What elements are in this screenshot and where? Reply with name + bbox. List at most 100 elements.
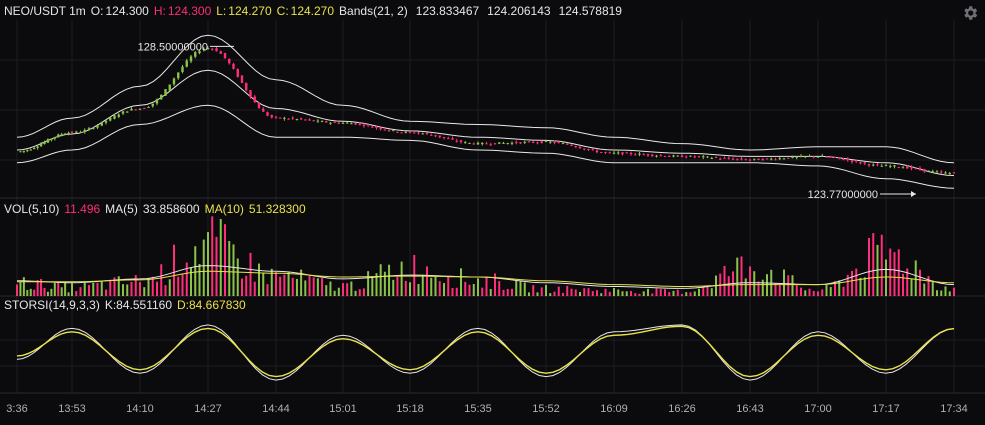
volume-bar (96, 282, 99, 296)
candle-body (455, 140, 458, 142)
volume-bar (451, 287, 454, 296)
candle-body (151, 103, 154, 107)
settings-button[interactable] (961, 4, 979, 22)
volume-bar (868, 237, 870, 296)
candle-body (757, 158, 760, 161)
volume-bar (468, 284, 471, 296)
candle-body (181, 66, 184, 73)
volume-bar (744, 278, 747, 296)
volume-bar (409, 282, 411, 296)
volume-bar (29, 288, 32, 296)
volume-bar (283, 274, 286, 296)
volume-bar (944, 286, 947, 296)
volume-bar (434, 276, 437, 296)
candle-body (43, 141, 46, 145)
candle-body (430, 134, 433, 136)
candle-body (612, 152, 616, 154)
candle-body (295, 119, 299, 121)
volume-bar (215, 236, 218, 296)
candle-body (189, 56, 193, 62)
volume-bar (821, 289, 824, 296)
volume-bar (953, 287, 955, 296)
candle-body (668, 156, 671, 158)
candle-body (413, 132, 416, 134)
candle-body (948, 173, 951, 175)
candle-body (198, 51, 201, 54)
stochrsi-label: STORSI(14,9,3,3) (4, 298, 100, 312)
volume-bar (906, 268, 909, 296)
volume-legend: VOL(5,10) 11.496 MA(5) 33.858600 MA(10) … (4, 201, 306, 217)
volume-bar (910, 278, 913, 296)
volume-bar (914, 260, 917, 296)
candle-body (489, 144, 492, 146)
candle-body (842, 159, 845, 161)
volume-bar (75, 291, 78, 296)
volume-bar (426, 266, 428, 296)
candle-body (67, 132, 70, 135)
volume-bar (919, 269, 921, 296)
volume-bar (404, 280, 407, 296)
bands-label: Bands(21, 2) (339, 4, 408, 18)
volume-bar (396, 276, 399, 296)
candle-body (731, 158, 735, 160)
candle-body (748, 159, 752, 161)
bands-middle-value: 124.206143 (487, 4, 551, 18)
candle-body (833, 156, 837, 158)
candle-body (29, 149, 32, 151)
volume-bar (22, 277, 25, 296)
candle-body (680, 155, 684, 158)
volume-bar (270, 268, 273, 296)
candle-body (651, 154, 654, 157)
volume-bar (362, 288, 365, 296)
ma5-value: 33.858600 (142, 202, 200, 216)
volume-bar (519, 280, 522, 296)
volume-bar (676, 289, 679, 296)
time-axis-label: 15:18 (396, 403, 424, 415)
volume-bar (342, 283, 344, 296)
volume-bar (897, 249, 900, 296)
volume-bar (245, 275, 248, 296)
candle-body (434, 135, 437, 137)
candle-body (923, 168, 926, 172)
volume-bar (902, 273, 904, 296)
candle-body (46, 139, 50, 143)
volume-bar (262, 273, 265, 296)
candle-body (578, 146, 582, 149)
volume-bar (757, 281, 760, 296)
candle-body (39, 143, 43, 147)
candle-body (685, 156, 688, 158)
candle-body (329, 122, 332, 124)
volume-bar (931, 280, 934, 296)
candle-body (155, 99, 159, 104)
candle-body (26, 150, 29, 152)
volume-bar (655, 288, 658, 296)
candle-body (249, 90, 252, 98)
low-marker-label: 123.77000000 (808, 189, 878, 201)
low-label: L: (216, 4, 227, 18)
time-axis-label: 17:17 (872, 403, 900, 415)
candle-body (383, 129, 387, 131)
ma10-label: MA(10) (204, 202, 244, 216)
candle-body (104, 120, 108, 123)
candle-body (672, 155, 675, 157)
open-value: 124.300 (105, 4, 149, 18)
candle-body (867, 164, 871, 166)
volume-bar (198, 264, 201, 296)
candle-body (291, 117, 294, 119)
bands-lower-value: 123.833467 (415, 4, 480, 18)
candle-body (245, 83, 248, 91)
candle-body (952, 172, 956, 174)
candle-body (595, 150, 599, 153)
candle-body (63, 133, 67, 135)
candle-body (498, 142, 501, 144)
volume-bar (749, 266, 751, 296)
volume-bar (64, 282, 67, 296)
volume-bar (50, 288, 53, 296)
time-axis-label: 16:09 (600, 403, 628, 415)
candle-body (325, 121, 328, 123)
volume-bar (105, 289, 107, 296)
candle-body (604, 151, 607, 153)
